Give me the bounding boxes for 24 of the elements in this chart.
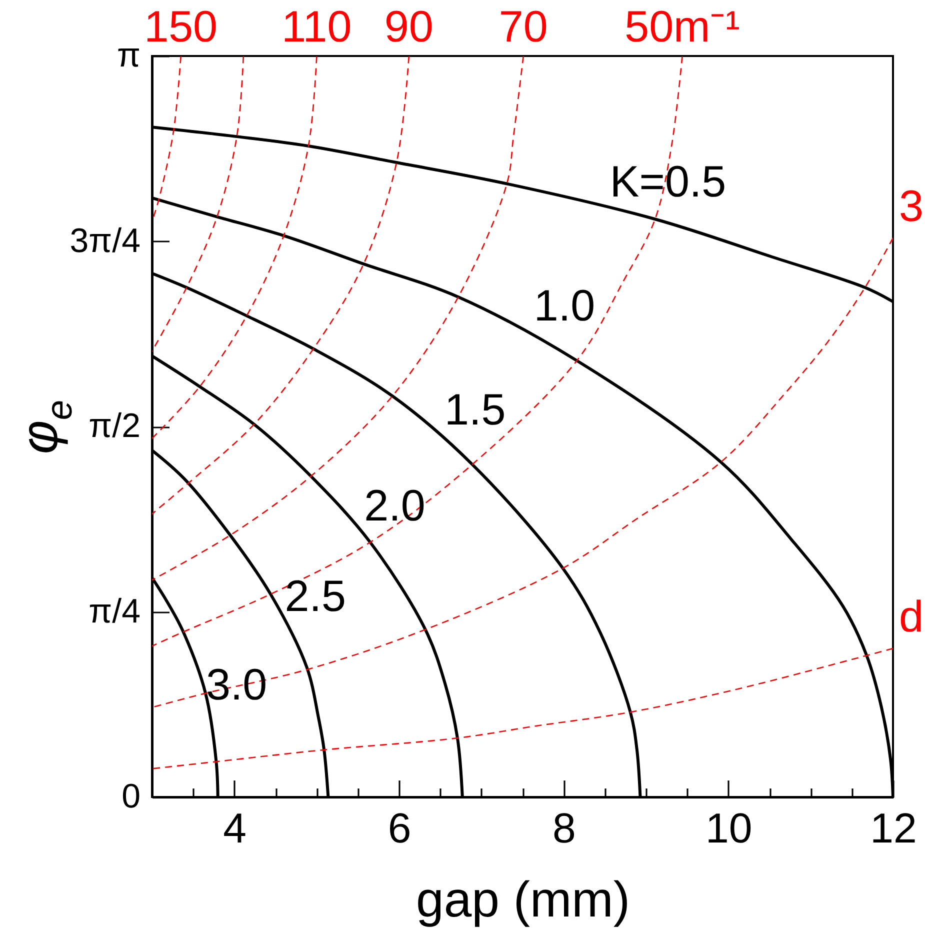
x-tick-label: 12 [870, 804, 917, 852]
x-tick-label: 8 [552, 804, 576, 852]
series-label: 70 [498, 2, 548, 52]
y-tick-label: π/4 [88, 592, 140, 630]
series-label: 2.5 [284, 572, 346, 621]
series-label: K=0.5 [610, 158, 726, 207]
series-label: 150 [144, 2, 218, 52]
series-label: 1.5 [444, 386, 506, 435]
x-tick-label: 6 [388, 804, 412, 852]
series-label: 90 [384, 2, 434, 52]
y-tick-label: 3π/4 [70, 222, 140, 260]
x-axis-title: gap (mm) [416, 872, 630, 928]
series-label: d [899, 592, 924, 642]
x-tick-label: 10 [705, 804, 752, 852]
y-tick-label: π [117, 36, 140, 74]
series-label: 1.0 [534, 281, 596, 330]
y-tick-label: 0 [122, 778, 140, 816]
series-label: 110 [282, 2, 352, 52]
y-tick-label: π/2 [88, 407, 140, 445]
series-label: 2.0 [364, 481, 426, 530]
series-label: 3 [899, 182, 924, 231]
series-label: 50m⁻¹ [624, 2, 740, 52]
series-label: 3.0 [206, 660, 268, 710]
x-tick-label: 4 [223, 804, 247, 852]
